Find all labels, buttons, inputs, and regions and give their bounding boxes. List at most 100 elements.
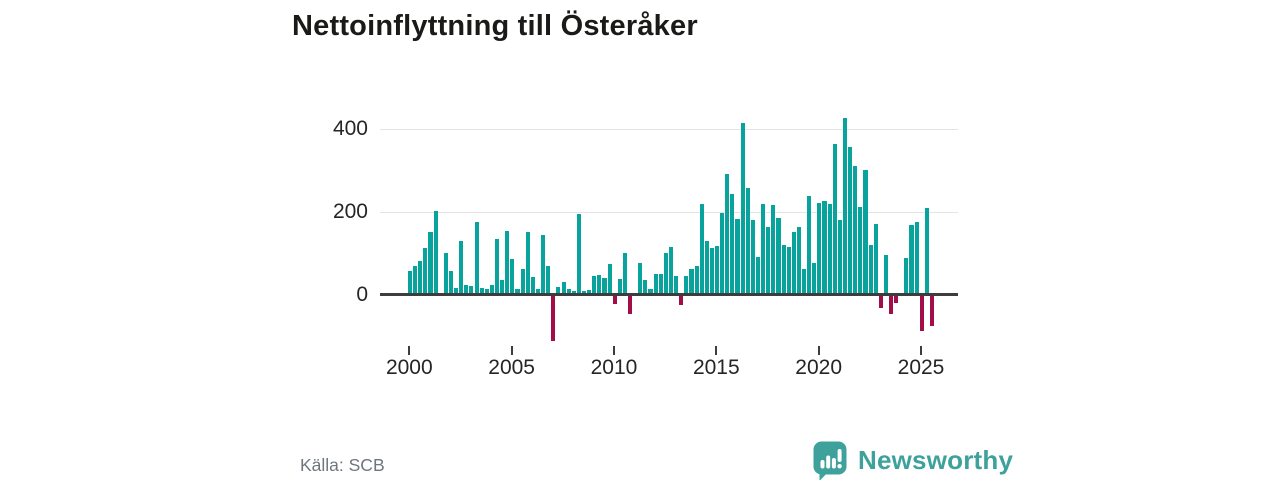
x-axis-tick-label: 2010 (590, 356, 638, 379)
bar (827, 204, 832, 295)
bar (709, 248, 714, 295)
bar (612, 294, 617, 304)
bar (413, 265, 418, 295)
x-axis-tick-mark (715, 346, 718, 355)
bar (858, 207, 863, 295)
x-axis-tick-label: 2020 (795, 356, 843, 379)
bar (704, 241, 709, 295)
bar (597, 274, 602, 295)
y-gridline (380, 128, 958, 130)
bar (571, 291, 576, 295)
bar (546, 266, 551, 295)
bar (653, 274, 658, 295)
bar (587, 289, 592, 295)
bar (781, 244, 786, 295)
bar (894, 294, 899, 303)
bar (510, 259, 515, 295)
bar (643, 279, 648, 295)
newsworthy-logo-icon (813, 441, 847, 480)
bar (776, 217, 781, 295)
bar (766, 227, 771, 295)
bar (592, 275, 597, 295)
bar (428, 232, 433, 295)
bar (663, 252, 668, 295)
bar (924, 208, 929, 295)
x-axis-tick-mark (408, 346, 411, 355)
bar (715, 246, 720, 295)
bar (745, 188, 750, 295)
bar (750, 219, 755, 295)
bar (535, 288, 541, 295)
y-axis-tick-label: 200 (332, 199, 368, 223)
bar (837, 219, 842, 295)
bar (796, 227, 801, 295)
bar (408, 270, 413, 295)
newsworthy-wordmark: Newsworthy (858, 445, 1014, 475)
bar (433, 210, 438, 295)
bar (720, 212, 725, 295)
bar (761, 204, 766, 295)
bar (725, 174, 730, 295)
x-axis-tick-mark (817, 346, 820, 355)
bar (791, 232, 796, 295)
bar (628, 294, 633, 315)
bar (807, 195, 812, 295)
bar (469, 286, 474, 295)
bar (500, 279, 505, 295)
bar (888, 294, 894, 314)
bar (418, 260, 423, 295)
bar (551, 294, 556, 341)
bar (909, 224, 914, 295)
bar (494, 238, 500, 295)
bar (541, 234, 546, 295)
x-axis-tick-mark (612, 346, 615, 355)
bar (459, 240, 464, 295)
bar (576, 214, 581, 295)
bar (929, 294, 935, 327)
bar (694, 265, 699, 295)
bar (878, 294, 883, 309)
bar (668, 247, 674, 295)
y-axis-tick-label: 0 (356, 282, 368, 306)
bar (684, 275, 689, 295)
bar (679, 294, 684, 306)
x-axis-tick-mark (510, 346, 513, 355)
x-axis-zero-line (380, 293, 958, 296)
bar (454, 288, 459, 295)
bar (658, 274, 663, 295)
bar (443, 253, 448, 295)
bar (822, 201, 827, 295)
x-axis-tick-label: 2025 (897, 356, 945, 379)
bar (448, 270, 454, 295)
chart-title: Nettoinflyttning till Österåker (292, 10, 698, 42)
x-axis-tick-label: 2005 (488, 356, 535, 379)
bar (817, 203, 822, 295)
bar (505, 231, 510, 295)
bar (648, 289, 653, 295)
x-axis-tick-label: 2015 (692, 356, 740, 379)
bar (520, 268, 525, 295)
bar (622, 253, 627, 295)
x-axis-tick-label: 2000 (385, 356, 433, 379)
bar (842, 118, 848, 295)
bar (740, 123, 745, 295)
bar (868, 244, 873, 295)
bar (530, 277, 535, 295)
bar (617, 279, 622, 295)
bar (423, 247, 428, 295)
bar (919, 294, 924, 332)
bar (561, 281, 566, 295)
bar (602, 277, 607, 295)
bar (812, 263, 817, 295)
bar (786, 246, 791, 295)
bar (802, 269, 807, 295)
bar (638, 262, 643, 295)
source-note: Källa: SCB (300, 455, 385, 475)
bar (556, 286, 561, 295)
bar (699, 203, 704, 295)
bar (771, 204, 776, 295)
bar (581, 291, 587, 295)
bar (525, 232, 530, 295)
newsworthy-branding: Newsworthy (812, 440, 1013, 480)
